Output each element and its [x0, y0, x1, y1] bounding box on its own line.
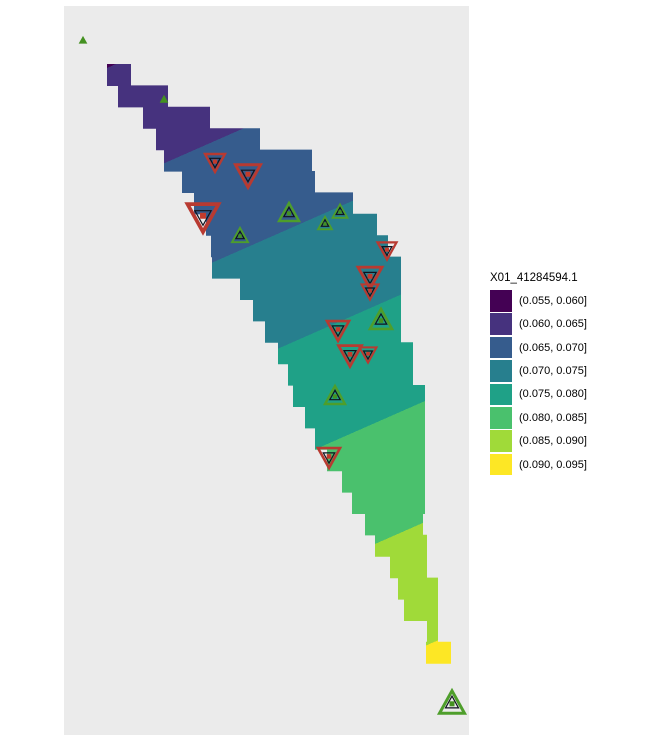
marker-triangle-down-red	[324, 319, 352, 344]
marker-triangle-down-red	[355, 265, 385, 292]
legend-swatch	[490, 290, 512, 312]
legend-swatch	[490, 430, 512, 452]
legend-label: (0.060, 0.065]	[519, 318, 587, 331]
legend: X01_41284594.1 (0.055, 0.060] (0.060, 0.0…	[490, 271, 640, 477]
color-band	[107, 64, 451, 236]
legend-label: (0.080, 0.085]	[519, 411, 587, 424]
marker-triangle-down-red	[357, 346, 379, 365]
legend-label: (0.070, 0.075]	[519, 364, 587, 377]
marker-triangle-up-green	[230, 225, 250, 244]
marker-triangle-up-green	[330, 202, 350, 219]
marker-triangle-down-red	[336, 344, 364, 370]
legend-keys: (0.055, 0.060] (0.060, 0.065] (0.065, 0.07…	[490, 290, 640, 476]
legend-title: X01_41284594.1	[490, 272, 578, 284]
legend-swatch	[490, 313, 512, 335]
legend-key: (0.085, 0.090]	[490, 430, 640, 452]
marker-triangle-up-green	[78, 35, 88, 44]
color-band	[107, 64, 451, 115]
marker-triangle-down-red	[202, 152, 228, 175]
legend-key: (0.080, 0.085]	[490, 406, 640, 429]
legend-label: (0.085, 0.090]	[519, 435, 587, 448]
marker-triangle-up-green	[159, 94, 169, 103]
legend-label: (0.065, 0.070]	[519, 341, 587, 354]
legend-swatch	[490, 406, 512, 429]
legend-swatch	[490, 336, 512, 359]
marker-triangle-down-red	[359, 283, 381, 302]
marker-triangle-down-red	[375, 241, 399, 262]
legend-key: (0.075, 0.080]	[490, 383, 640, 406]
color-band	[107, 547, 451, 664]
legend-key: (0.060, 0.065]	[490, 313, 640, 335]
legend-key: (0.065, 0.070]	[490, 336, 640, 359]
marker-triangle-down-red	[184, 202, 222, 236]
marker-triangle-up-green	[367, 306, 395, 331]
marker-triangle-up-green	[316, 214, 334, 231]
legend-label: (0.055, 0.060]	[519, 294, 587, 307]
legend-swatch	[490, 383, 512, 406]
legend-label: (0.090, 0.095]	[519, 458, 587, 471]
marker-triangle-up-green	[322, 383, 348, 406]
marker-triangle-up-green	[436, 687, 468, 715]
legend-swatch	[490, 453, 512, 476]
legend-key: (0.070, 0.075]	[490, 360, 640, 382]
marker-triangle-down-red	[315, 446, 343, 471]
marker-triangle-down-red	[232, 163, 264, 191]
legend-label: (0.075, 0.080]	[519, 388, 587, 401]
legend-key: (0.055, 0.060]	[490, 290, 640, 312]
marker-triangle-up-green	[276, 200, 302, 223]
legend-key: (0.090, 0.095]	[490, 453, 640, 476]
legend-swatch	[490, 360, 512, 382]
